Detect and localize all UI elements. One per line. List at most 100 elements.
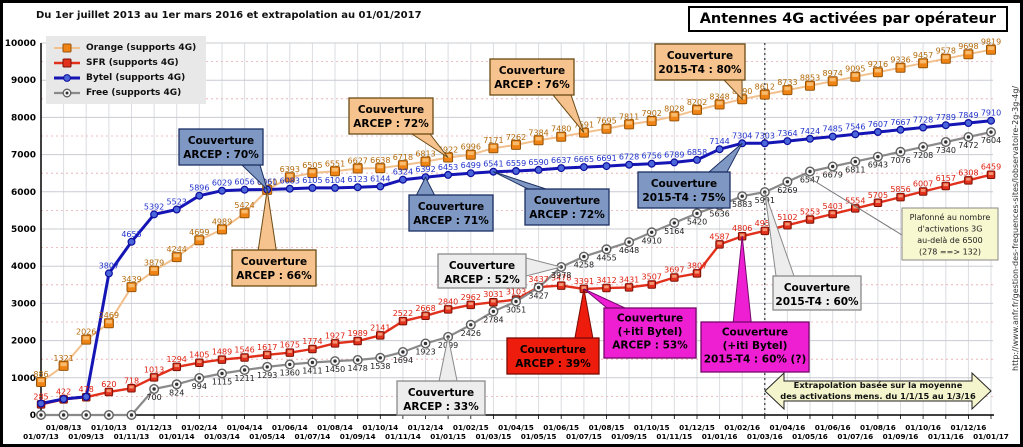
legend-label: Orange (supports 4G) xyxy=(86,42,197,53)
svg-text:9095: 9095 xyxy=(845,65,865,74)
svg-text:6144: 6144 xyxy=(370,174,390,183)
svg-text:01/09/16: 01/09/16 xyxy=(883,432,919,441)
svg-text:9457: 9457 xyxy=(913,51,933,60)
svg-text:01/12/15: 01/12/15 xyxy=(679,423,715,432)
svg-text:6637: 6637 xyxy=(551,156,571,165)
svg-text:1293: 1293 xyxy=(257,371,277,380)
svg-text:6922: 6922 xyxy=(438,146,458,155)
svg-text:01/11/16: 01/11/16 xyxy=(928,432,964,441)
svg-text:8853: 8853 xyxy=(800,74,820,83)
svg-text:10000: 10000 xyxy=(5,39,36,49)
x-tick-labels: 01/07/1301/08/1301/09/1301/10/1301/11/13… xyxy=(23,423,1009,441)
svg-text:422: 422 xyxy=(56,387,71,396)
svg-text:7546: 7546 xyxy=(845,122,865,131)
svg-text:3807: 3807 xyxy=(687,261,707,270)
svg-text:01/04/14: 01/04/14 xyxy=(227,423,263,432)
legend-glyph-0 xyxy=(54,43,80,52)
svg-text:1989: 1989 xyxy=(348,329,368,338)
svg-text:1538: 1538 xyxy=(370,362,390,371)
legend: Orange (supports 4G) SFR (supports 4G) Byt… xyxy=(46,36,207,104)
svg-text:1546: 1546 xyxy=(234,346,254,355)
callout-arcep-33: Couverture ARCEP : 33% xyxy=(396,336,486,416)
callout-arcep-70: Couverture ARCEP : 70% xyxy=(178,128,269,192)
svg-text:6547: 6547 xyxy=(800,176,820,185)
svg-text:8733: 8733 xyxy=(777,78,797,87)
legend-item-2: Bytel (supports 4G) xyxy=(52,70,196,85)
svg-text:Couverture: Couverture xyxy=(784,282,850,294)
svg-text:6541: 6541 xyxy=(483,160,503,169)
svg-text:01/05/16: 01/05/16 xyxy=(792,432,828,441)
svg-text:4951: 4951 xyxy=(755,219,775,228)
svg-text:6056: 6056 xyxy=(234,178,254,187)
svg-text:2962: 2962 xyxy=(461,293,481,302)
svg-text:5856: 5856 xyxy=(890,185,910,194)
svg-text:700: 700 xyxy=(146,393,161,402)
svg-text:6813: 6813 xyxy=(415,150,435,159)
svg-text:(+iti Bytel): (+iti Bytel) xyxy=(618,326,683,338)
svg-text:3807: 3807 xyxy=(99,261,119,270)
legend-item-1: SFR (supports 4G) xyxy=(52,55,196,70)
svg-text:ARCEP : 53%: ARCEP : 53% xyxy=(612,340,688,352)
svg-text:01/03/16: 01/03/16 xyxy=(747,432,783,441)
svg-text:Couverture: Couverture xyxy=(651,178,717,190)
svg-text:01/05/15: 01/05/15 xyxy=(521,432,557,441)
svg-text:1927: 1927 xyxy=(325,331,345,340)
svg-text:Couverture: Couverture xyxy=(358,104,424,116)
svg-text:3431: 3431 xyxy=(619,275,639,284)
svg-text:01/11/13: 01/11/13 xyxy=(114,432,150,441)
callout-arcep-76: Couverture ARCEP : 76% xyxy=(489,58,585,133)
svg-text:7695: 7695 xyxy=(596,117,616,126)
svg-text:6269: 6269 xyxy=(777,186,797,195)
svg-text:886: 886 xyxy=(33,370,48,379)
svg-text:5000: 5000 xyxy=(11,225,36,235)
svg-text:Couverture: Couverture xyxy=(499,65,565,77)
svg-text:01/12/16: 01/12/16 xyxy=(951,423,987,432)
svg-text:Couverture: Couverture xyxy=(534,195,600,207)
svg-text:01/11/14: 01/11/14 xyxy=(385,432,421,441)
svg-text:6627: 6627 xyxy=(348,157,368,166)
svg-text:6858: 6858 xyxy=(687,148,707,157)
svg-text:3507: 3507 xyxy=(642,273,662,282)
svg-text:01/08/14: 01/08/14 xyxy=(317,423,353,432)
svg-text:01/07/16: 01/07/16 xyxy=(837,432,873,441)
callout-t4-80: Couverture 2015-T4 : 80% xyxy=(654,43,746,101)
svg-text:6789: 6789 xyxy=(664,150,684,159)
svg-text:1675: 1675 xyxy=(280,341,300,350)
svg-text:4655: 4655 xyxy=(121,230,141,239)
svg-text:6943: 6943 xyxy=(868,161,888,170)
svg-text:3427: 3427 xyxy=(528,292,548,301)
svg-text:9698: 9698 xyxy=(958,42,978,51)
callout-arcep-52: Couverture ARCEP : 52% xyxy=(437,253,562,289)
svg-text:01/07/14: 01/07/14 xyxy=(295,432,331,441)
svg-text:6728: 6728 xyxy=(619,153,639,162)
svg-text:4258: 4258 xyxy=(574,261,594,270)
svg-text:01/04/16: 01/04/16 xyxy=(770,423,806,432)
svg-text:01/02/16: 01/02/16 xyxy=(724,423,760,432)
svg-text:3879: 3879 xyxy=(144,259,164,268)
svg-text:4000: 4000 xyxy=(11,262,36,272)
svg-text:2015-T4 : 60%: 2015-T4 : 60% xyxy=(775,296,859,308)
svg-text:5554: 5554 xyxy=(845,196,865,205)
svg-text:01/01/15: 01/01/15 xyxy=(430,432,466,441)
svg-text:1478: 1478 xyxy=(348,364,368,373)
series-markers-0 xyxy=(36,44,996,387)
svg-text:285: 285 xyxy=(33,392,48,401)
svg-text:2784: 2784 xyxy=(483,315,503,324)
svg-text:0: 0 xyxy=(30,411,36,421)
svg-text:7424: 7424 xyxy=(800,127,820,136)
svg-text:(+iti Bytel): (+iti Bytel) xyxy=(723,340,788,352)
chart-title: Antennes 4G activées par opérateur xyxy=(687,6,1008,32)
svg-text:9819: 9819 xyxy=(981,38,1001,47)
svg-text:9578: 9578 xyxy=(936,47,956,56)
legend-glyph-3 xyxy=(54,88,80,97)
svg-text:ARCEP : 72%: ARCEP : 72% xyxy=(353,118,429,130)
svg-text:6393: 6393 xyxy=(280,165,300,174)
svg-text:01/01/17: 01/01/17 xyxy=(973,432,1009,441)
svg-text:1211: 1211 xyxy=(234,374,254,383)
svg-text:5424: 5424 xyxy=(234,201,254,210)
svg-text:Couverture: Couverture xyxy=(722,327,788,339)
svg-text:7208: 7208 xyxy=(913,151,933,160)
svg-text:(278 ==> 132): (278 ==> 132) xyxy=(919,248,981,257)
svg-text:7604: 7604 xyxy=(981,136,1001,145)
callout-arcep-39: Couverture ARCEP : 39% xyxy=(506,288,600,375)
